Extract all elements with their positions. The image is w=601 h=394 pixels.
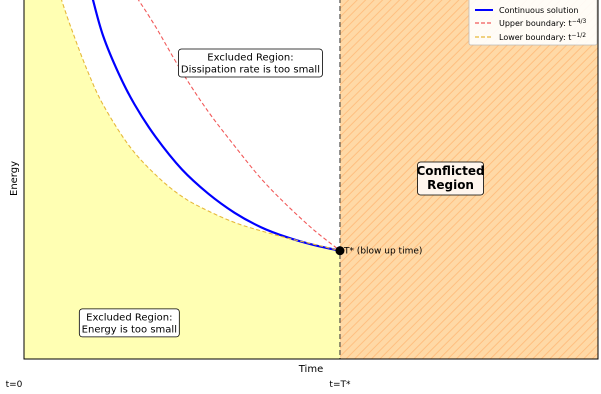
conflicted-label-box: Conflicted Region [416,161,485,196]
x-tick-label-tstar: t=T* [329,380,351,390]
upper-excluded-label-line-1: Excluded Region: [207,52,293,63]
plot-frame [23,0,599,360]
blowup-point-label: T* (blow up time) [343,247,422,257]
continuous-solution-line [91,0,341,252]
series-lines [60,0,341,252]
y-axis-label: Energy [9,161,20,196]
x-tick-label-start: t=0 [6,380,23,390]
conflicted-label-line-2: Region [427,178,474,192]
upper-excluded-label-line-2: Dissipation rate is too small [181,64,320,75]
legend-label-upper: Upper boundary: t−4/3 [499,18,587,28]
conflicted-label-line-1: Conflicted [416,164,484,178]
lower-excluded-label-line-1: Excluded Region: [86,312,172,323]
legend-label-lower: Lower boundary: t−1/2 [499,32,586,42]
x-axis-label: Time [298,364,323,375]
upper-boundary-line [137,0,341,252]
legend-label-continuous: Continuous solution [499,6,578,15]
legend: Continuous solution Upper boundary: t−4/… [468,0,598,46]
lower-excluded-region [24,0,340,359]
legend-box [468,0,598,46]
lower-boundary-line [60,0,341,252]
blowup-point [335,246,345,256]
lower-excluded-label-line-2: Energy is too small [82,324,177,335]
upper-excluded-label-box: Excluded Region: Dissipation rate is too… [178,48,323,78]
lower-excluded-label-box: Excluded Region: Energy is too small [78,308,180,338]
